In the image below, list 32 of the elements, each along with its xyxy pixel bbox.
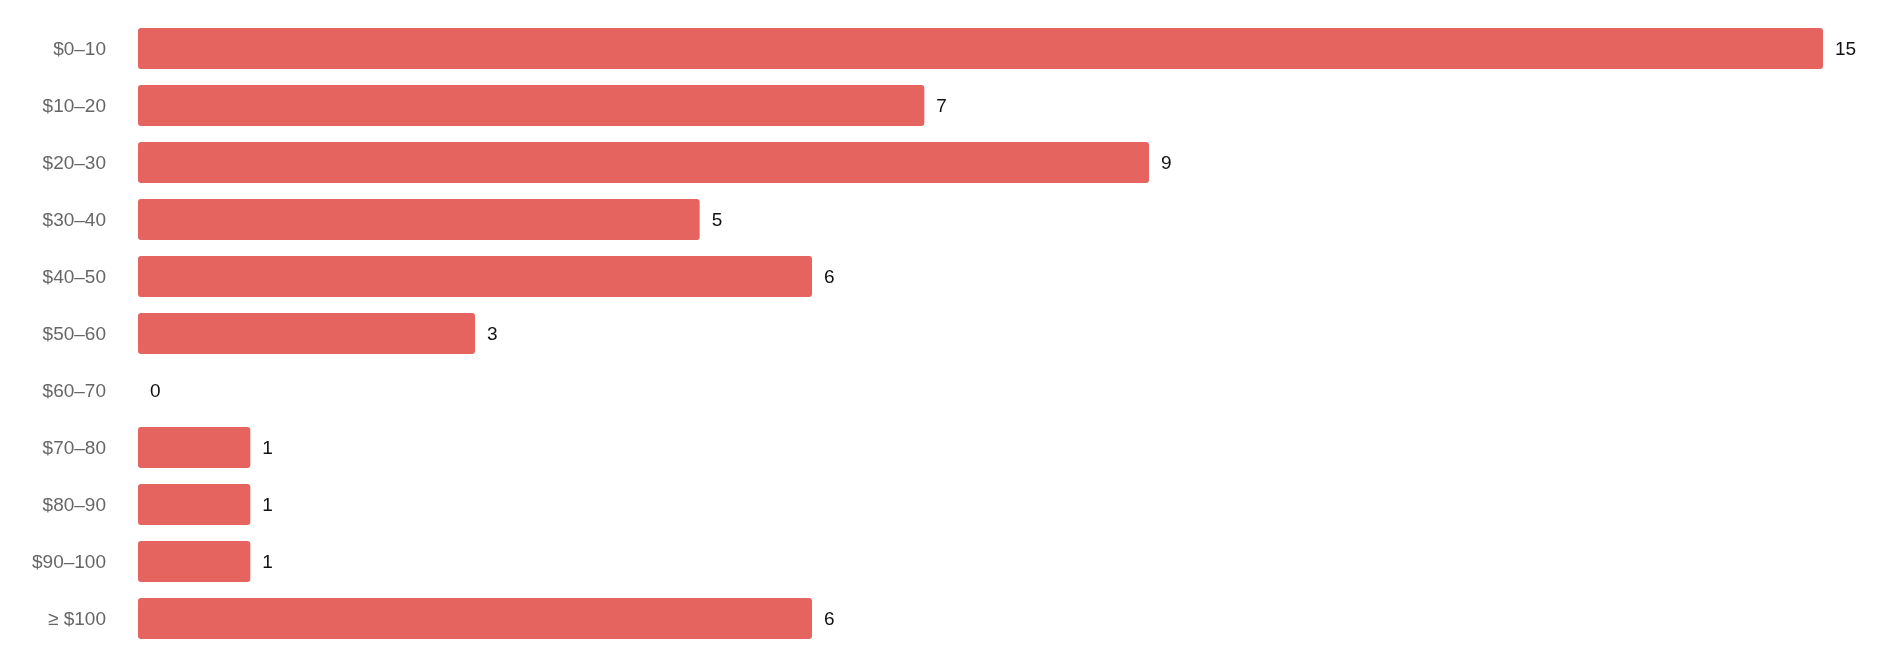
bar — [138, 540, 251, 583]
y-tick-label: $10–20 — [42, 95, 106, 116]
y-tick-label: $40–50 — [42, 266, 106, 287]
data-label: 0 — [150, 380, 161, 401]
y-tick-label: ≥ $100 — [48, 608, 106, 629]
y-tick-label: $90–100 — [32, 551, 106, 572]
y-tick-label: $0–10 — [53, 38, 106, 59]
data-label: 1 — [262, 494, 273, 515]
data-label: 1 — [262, 437, 273, 458]
bar — [138, 198, 700, 241]
data-label: 3 — [487, 323, 498, 344]
bar — [138, 597, 812, 640]
bar — [138, 312, 475, 355]
data-label: 7 — [936, 95, 947, 116]
y-tick-label: $60–70 — [42, 380, 106, 401]
data-label: 1 — [262, 551, 273, 572]
y-tick-label: $20–30 — [42, 152, 106, 173]
bar — [138, 483, 251, 526]
bar — [138, 426, 251, 469]
bar — [138, 255, 812, 298]
y-tick-label: $80–90 — [42, 494, 106, 515]
bar — [138, 27, 1823, 70]
data-label: 15 — [1835, 38, 1857, 59]
data-label: 6 — [824, 608, 835, 629]
bar — [138, 141, 1149, 184]
bar — [138, 84, 925, 127]
y-tick-label: $50–60 — [42, 323, 106, 344]
y-tick-label: $30–40 — [42, 209, 106, 230]
data-label: 5 — [711, 209, 723, 230]
data-label: 6 — [824, 266, 835, 287]
data-label: 9 — [1161, 152, 1172, 173]
y-tick-label: $70–80 — [42, 437, 106, 458]
